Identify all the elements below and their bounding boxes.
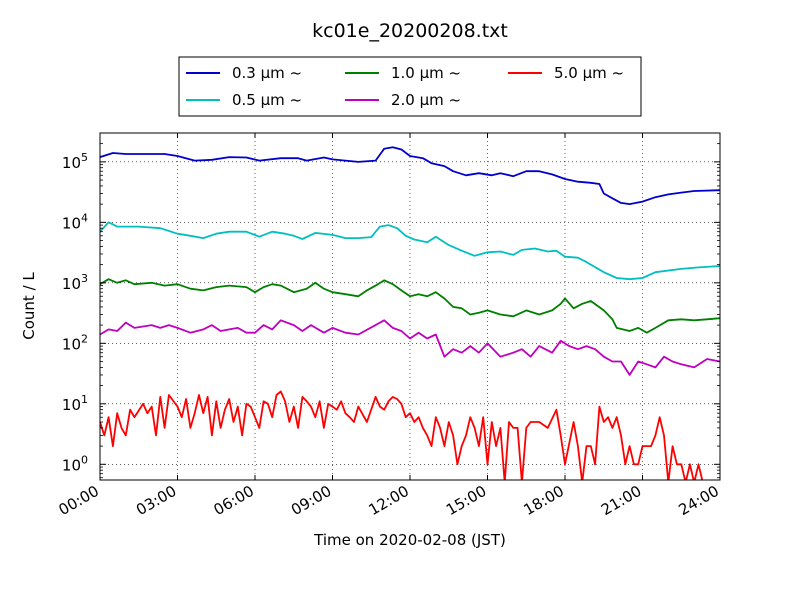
legend: 0.3 μm ~ 0.5 μm ~ 1.0 μm ~ 2.0 μm ~ 5.0 μm ~ <box>178 56 642 117</box>
y-tick-label: 104 <box>62 211 88 232</box>
x-tick-label: 09:00 <box>288 482 334 519</box>
legend-box <box>178 56 642 117</box>
series-line-3 <box>100 319 720 376</box>
legend-label: 0.3 μm ~ <box>232 64 302 82</box>
x-tick-label: 15:00 <box>443 482 489 519</box>
legend-label: 0.5 μm ~ <box>232 91 302 109</box>
grid <box>100 133 720 480</box>
legend-label: 1.0 μm ~ <box>391 64 461 82</box>
y-tick-label: 105 <box>62 151 88 172</box>
series-lines <box>100 146 720 480</box>
series-line-2 <box>100 278 720 334</box>
x-tick-label: 12:00 <box>366 482 412 519</box>
y-tick-label: 102 <box>62 332 88 353</box>
y-axis-label: Count / L <box>20 272 38 340</box>
series-line-0 <box>100 146 720 206</box>
x-tick-label: 18:00 <box>521 482 567 519</box>
x-tick-label: 03:00 <box>133 482 179 519</box>
legend-label: 5.0 μm ~ <box>554 64 624 82</box>
chart-title: kc01e_20200208.txt <box>312 20 508 42</box>
legend-label: 2.0 μm ~ <box>391 91 461 109</box>
x-tick-label: 00:00 <box>56 482 102 519</box>
series-line-4 <box>100 390 704 480</box>
series-line-1 <box>100 221 720 281</box>
x-tick-label: 24:00 <box>676 482 722 519</box>
x-axis-label: Time on 2020-02-08 (JST) <box>313 531 506 549</box>
y-tick-label: 103 <box>62 272 88 293</box>
x-tick-label: 06:00 <box>211 482 257 519</box>
x-tick-label: 21:00 <box>598 482 644 519</box>
y-tick-label: 101 <box>62 393 88 414</box>
y-tick-label: 100 <box>62 453 88 474</box>
